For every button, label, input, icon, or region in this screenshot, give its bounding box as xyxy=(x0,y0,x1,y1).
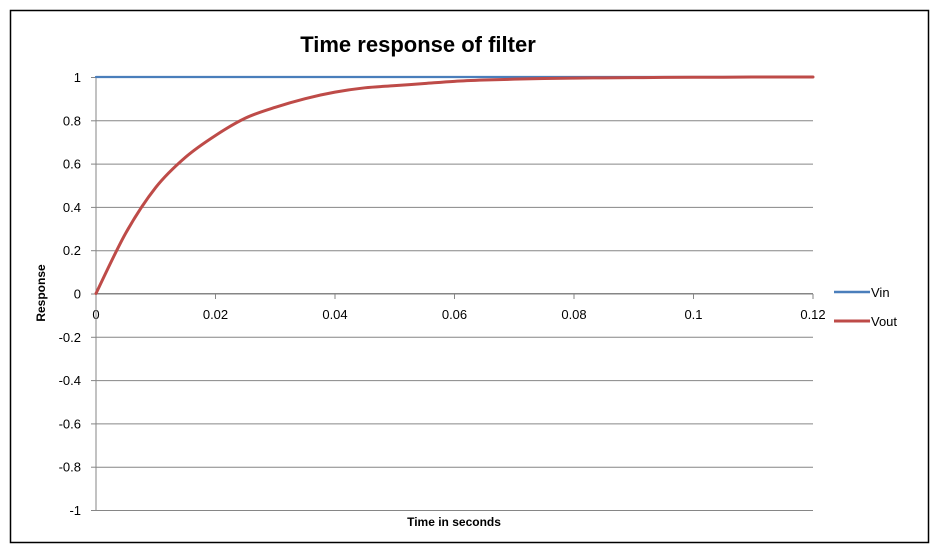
y-tick-label: -0.6 xyxy=(59,416,81,431)
x-tick-label: 0.02 xyxy=(203,307,228,322)
legend: Vin Vout xyxy=(834,285,897,329)
y-tick-label: 0.4 xyxy=(63,200,81,215)
x-tick-labels: 00.020.040.060.080.10.12 xyxy=(92,294,826,322)
y-tick-label: -1 xyxy=(69,503,81,518)
y-tick-label: 0.2 xyxy=(63,243,81,258)
x-tick-label: 0.06 xyxy=(442,307,467,322)
legend-label-vout: Vout xyxy=(871,314,897,329)
y-axis-title: Response xyxy=(34,264,48,322)
series-lines xyxy=(94,75,815,295)
x-tick-label: 0.08 xyxy=(561,307,586,322)
x-tick-label: 0.1 xyxy=(684,307,702,322)
y-tick-label: -0.2 xyxy=(59,330,81,345)
y-tick-label: 0.8 xyxy=(63,113,81,128)
y-tick-label: -0.8 xyxy=(59,460,81,475)
y-tick-label: -0.4 xyxy=(59,373,81,388)
x-axis-title: Time in seconds xyxy=(407,515,501,529)
chart-title: Time response of filter xyxy=(300,32,536,57)
x-tick-label: 0.04 xyxy=(322,307,347,322)
y-tick-labels: 1 0.8 0.6 0.4 0.2 0 -0.2 -0.4 -0.6 -0.8 -1 xyxy=(59,70,81,518)
y-tick-label: 0 xyxy=(74,287,81,302)
series-line-vout xyxy=(94,75,815,295)
legend-label-vin: Vin xyxy=(871,285,890,300)
y-tick-label: 1 xyxy=(74,70,81,85)
chart-frame xyxy=(9,9,930,544)
x-tick-label: 0.12 xyxy=(800,307,825,322)
y-tick-label: 0.6 xyxy=(63,157,81,172)
